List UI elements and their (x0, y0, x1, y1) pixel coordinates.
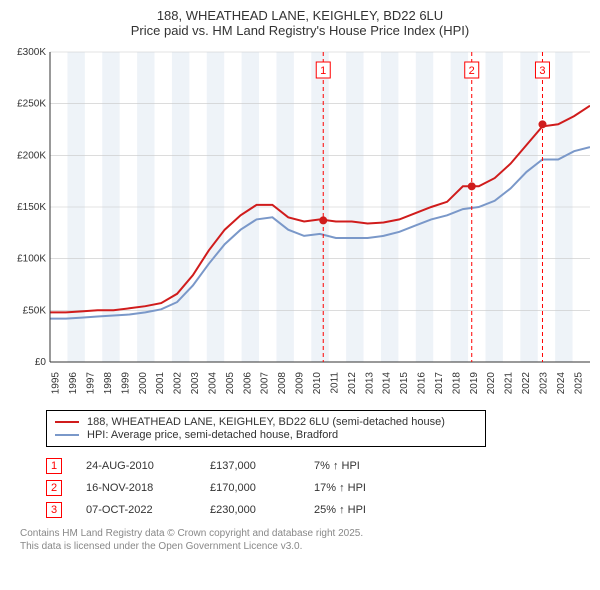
svg-text:2007: 2007 (260, 372, 271, 395)
svg-text:2022: 2022 (521, 372, 532, 395)
svg-text:2015: 2015 (399, 372, 410, 395)
table-price-2: £170,000 (210, 482, 290, 494)
svg-text:2006: 2006 (242, 372, 253, 395)
table-date-2: 16-NOV-2018 (86, 482, 186, 494)
svg-text:2: 2 (469, 65, 475, 77)
svg-text:£300K: £300K (17, 47, 46, 58)
table-pct-1: 7% ↑ HPI (314, 460, 394, 472)
footer-line-2: This data is licensed under the Open Gov… (20, 540, 590, 553)
svg-text:1995: 1995 (51, 372, 62, 395)
title-line-2: Price paid vs. HM Land Registry's House … (10, 23, 590, 38)
svg-text:3: 3 (539, 65, 545, 77)
svg-text:2024: 2024 (556, 372, 567, 395)
svg-text:1999: 1999 (120, 372, 131, 395)
svg-text:2023: 2023 (538, 372, 549, 395)
table-price-3: £230,000 (210, 504, 290, 516)
table-num-1: 1 (46, 458, 62, 474)
legend-swatch-2 (55, 434, 79, 436)
legend-row-1: 188, WHEATHEAD LANE, KEIGHLEY, BD22 6LU … (55, 416, 477, 428)
svg-text:2019: 2019 (469, 372, 480, 395)
svg-text:£250K: £250K (17, 99, 46, 110)
table-num-3: 3 (46, 502, 62, 518)
svg-text:1997: 1997 (86, 372, 97, 395)
svg-text:£0: £0 (35, 357, 47, 368)
chart-area: £0 £50K £100K £150K £200K £250K £300K 1995 1996 1… (10, 44, 590, 404)
svg-text:2018: 2018 (451, 372, 462, 395)
svg-text:£50K: £50K (23, 305, 47, 316)
table-date-3: 07-OCT-2022 (86, 504, 186, 516)
svg-text:£100K: £100K (17, 254, 46, 265)
svg-text:2021: 2021 (504, 372, 515, 395)
table-row: 3 07-OCT-2022 £230,000 25% ↑ HPI (46, 499, 590, 521)
table-num-2: 2 (46, 480, 62, 496)
title-block: 188, WHEATHEAD LANE, KEIGHLEY, BD22 6LU … (10, 8, 590, 38)
legend-text-2: HPI: Average price, semi-detached house,… (87, 429, 338, 441)
table-date-1: 24-AUG-2010 (86, 460, 186, 472)
svg-text:1996: 1996 (68, 372, 79, 395)
legend-text-1: 188, WHEATHEAD LANE, KEIGHLEY, BD22 6LU … (87, 416, 445, 428)
svg-text:£150K: £150K (17, 202, 46, 213)
svg-text:1998: 1998 (103, 372, 114, 395)
footer: Contains HM Land Registry data © Crown c… (20, 527, 590, 553)
table-price-1: £137,000 (210, 460, 290, 472)
svg-text:2002: 2002 (173, 372, 184, 395)
svg-text:2005: 2005 (225, 372, 236, 395)
svg-text:2017: 2017 (434, 372, 445, 395)
chart-container: 188, WHEATHEAD LANE, KEIGHLEY, BD22 6LU … (0, 0, 600, 590)
svg-text:2011: 2011 (329, 372, 340, 394)
svg-text:1: 1 (320, 65, 326, 77)
legend-swatch-1 (55, 421, 79, 423)
title-line-1: 188, WHEATHEAD LANE, KEIGHLEY, BD22 6LU (10, 8, 590, 23)
chart-svg: £0 £50K £100K £150K £200K £250K £300K 1995 1996 1… (10, 44, 590, 404)
svg-text:2016: 2016 (417, 372, 428, 395)
svg-text:2013: 2013 (364, 372, 375, 395)
sales-table: 1 24-AUG-2010 £137,000 7% ↑ HPI 2 16-NOV… (46, 455, 590, 521)
table-pct-3: 25% ↑ HPI (314, 504, 394, 516)
svg-text:2010: 2010 (312, 372, 323, 395)
legend-row-2: HPI: Average price, semi-detached house,… (55, 429, 477, 441)
footer-line-1: Contains HM Land Registry data © Crown c… (20, 527, 590, 540)
svg-text:2001: 2001 (155, 372, 166, 395)
svg-text:2000: 2000 (138, 372, 149, 395)
svg-text:2004: 2004 (207, 372, 218, 395)
svg-text:2012: 2012 (347, 372, 358, 395)
svg-text:2014: 2014 (382, 372, 393, 395)
svg-text:2009: 2009 (295, 372, 306, 395)
svg-text:2025: 2025 (573, 372, 584, 395)
svg-text:2003: 2003 (190, 372, 201, 395)
svg-text:2020: 2020 (486, 372, 497, 395)
svg-text:2008: 2008 (277, 372, 288, 395)
table-row: 2 16-NOV-2018 £170,000 17% ↑ HPI (46, 477, 590, 499)
table-row: 1 24-AUG-2010 £137,000 7% ↑ HPI (46, 455, 590, 477)
svg-text:£200K: £200K (17, 150, 46, 161)
legend-box: 188, WHEATHEAD LANE, KEIGHLEY, BD22 6LU … (46, 410, 486, 447)
table-pct-2: 17% ↑ HPI (314, 482, 394, 494)
